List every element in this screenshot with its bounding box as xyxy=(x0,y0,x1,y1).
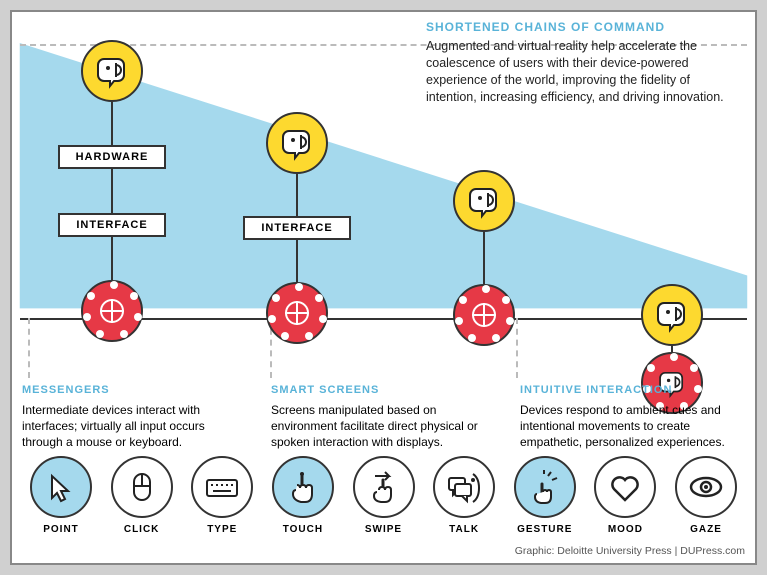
section: SMART SCREENS Screens manipulated based … xyxy=(271,384,496,451)
icon-label: MOOD xyxy=(608,524,643,535)
icon-type: TYPE xyxy=(183,456,261,535)
icon-label: TYPE xyxy=(207,524,237,535)
section-body: Screens manipulated based on environment… xyxy=(271,402,496,451)
user-head-icon xyxy=(92,51,132,91)
section-body: Devices respond to ambient cues and inte… xyxy=(520,402,745,451)
icon-label: SWIPE xyxy=(365,524,402,535)
icon-swipe: SWIPE xyxy=(345,456,423,535)
icons-row: POINT CLICK TYPE TOUCH SWIPE TALK GESTUR… xyxy=(22,456,745,535)
icon-label: TOUCH xyxy=(283,524,323,535)
talk-icon xyxy=(433,456,495,518)
user-node-icon xyxy=(641,284,703,346)
network-node-icon xyxy=(453,284,515,346)
icon-label: CLICK xyxy=(124,524,160,535)
chain-box: INTERFACE xyxy=(58,213,165,237)
section: MESSENGERS Intermediate devices interact… xyxy=(22,384,247,451)
chain-box: HARDWARE xyxy=(58,145,167,169)
section-title: INTUITIVE INTERACTION xyxy=(520,384,745,396)
section: INTUITIVE INTERACTION Devices respond to… xyxy=(520,384,745,451)
credit-line: Graphic: Deloitte University Press | DUP… xyxy=(515,545,745,557)
intro-heading: SHORTENED CHAINS OF COMMAND xyxy=(426,20,735,34)
user-head-icon xyxy=(652,295,692,335)
user-node-icon xyxy=(453,170,515,232)
gaze-icon xyxy=(675,456,737,518)
column-divider xyxy=(28,318,30,378)
icon-mood: MOOD xyxy=(586,456,664,535)
user-node-icon xyxy=(81,40,143,102)
intro-body: Augmented and virtual reality help accel… xyxy=(426,38,735,106)
mood-icon xyxy=(594,456,656,518)
icon-gaze: GAZE xyxy=(667,456,745,535)
infographic-frame: SHORTENED CHAINS OF COMMAND Augmented an… xyxy=(10,10,757,565)
icon-label: GAZE xyxy=(690,524,722,535)
icon-talk: TALK xyxy=(425,456,503,535)
user-head-icon xyxy=(464,181,504,221)
icon-label: POINT xyxy=(43,524,79,535)
point-icon xyxy=(30,456,92,518)
intro-block: SHORTENED CHAINS OF COMMAND Augmented an… xyxy=(426,20,735,106)
chain-column xyxy=(424,170,544,346)
user-node-icon xyxy=(266,112,328,174)
click-icon xyxy=(111,456,173,518)
chain-box: INTERFACE xyxy=(243,216,350,240)
gesture-icon xyxy=(514,456,576,518)
user-head-icon xyxy=(277,123,317,163)
icon-point: POINT xyxy=(22,456,100,535)
icon-touch: TOUCH xyxy=(264,456,342,535)
chain-column: INTERFACE xyxy=(237,112,357,344)
type-icon xyxy=(191,456,253,518)
icon-click: CLICK xyxy=(103,456,181,535)
section-title: MESSENGERS xyxy=(22,384,247,396)
network-node-icon xyxy=(266,282,328,344)
icon-label: GESTURE xyxy=(517,524,572,535)
icon-label: TALK xyxy=(449,524,479,535)
swipe-icon xyxy=(353,456,415,518)
network-node-icon xyxy=(81,280,143,342)
section-body: Intermediate devices interact with inter… xyxy=(22,402,247,451)
chain-column: HARDWARE INTERFACE xyxy=(52,40,172,342)
section-title: SMART SCREENS xyxy=(271,384,496,396)
icon-gesture: GESTURE xyxy=(506,456,584,535)
touch-icon xyxy=(272,456,334,518)
sections-row: MESSENGERS Intermediate devices interact… xyxy=(22,384,745,451)
